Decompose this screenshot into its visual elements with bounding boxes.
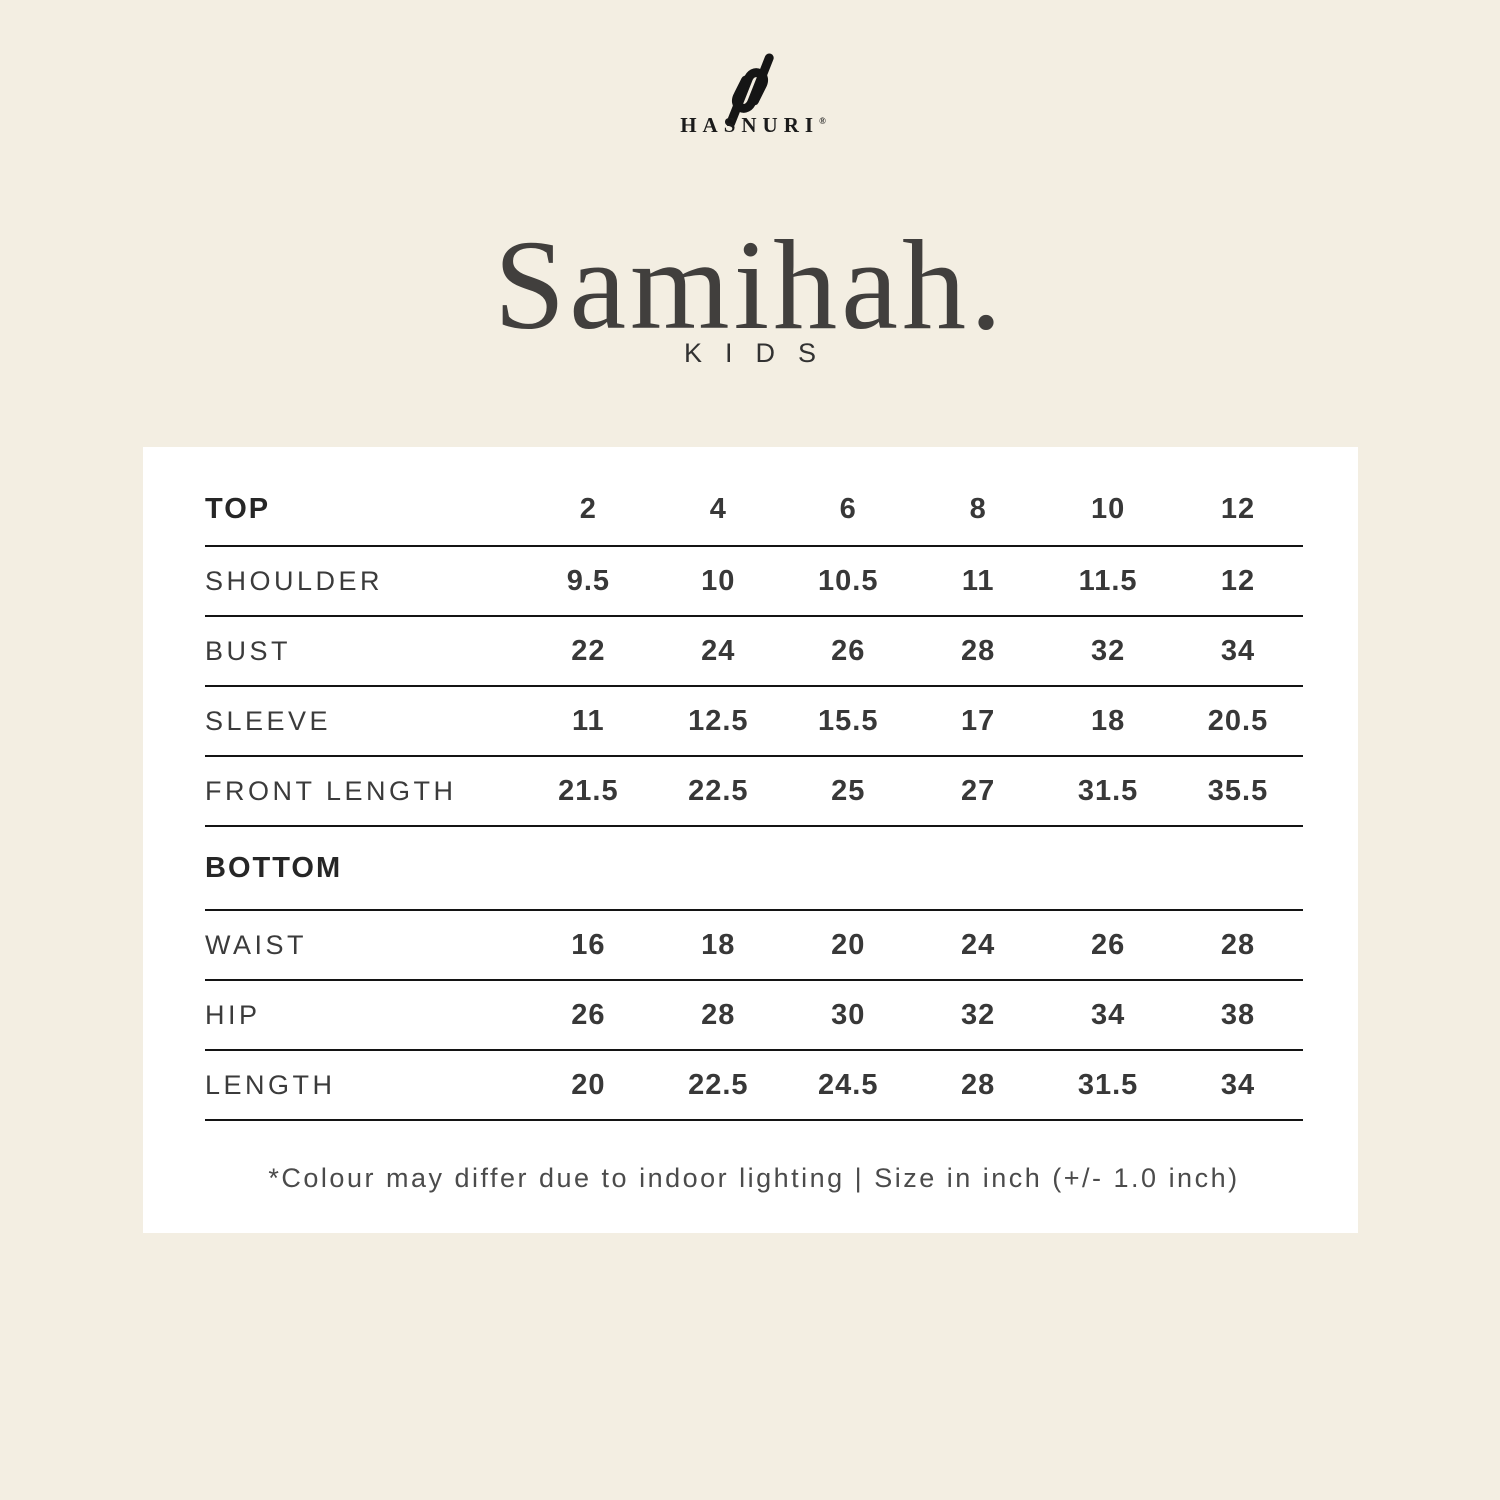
measurement-value: 28 xyxy=(961,634,996,667)
measurement-value: 35.5 xyxy=(1207,774,1269,807)
measurement-value: 20 xyxy=(831,928,866,961)
measurement-value: 18 xyxy=(701,928,736,961)
row-label: LENGTH xyxy=(205,1069,336,1100)
measurement-value: 28 xyxy=(1220,928,1256,961)
row-label: FRONT LENGTH xyxy=(205,775,457,806)
table-row-length: LENGTH 20 22.5 24.5 28 31.5 34 xyxy=(205,1051,1303,1121)
size-header: 10 xyxy=(1090,492,1126,525)
measurement-value: 34 xyxy=(1220,634,1256,667)
measurement-value: 20 xyxy=(571,1068,606,1101)
measurement-value: 22 xyxy=(571,634,606,667)
row-label: SHOULDER xyxy=(205,565,384,596)
row-label: WAIST xyxy=(205,929,307,960)
measurement-value: 9.5 xyxy=(566,564,611,597)
size-header: 6 xyxy=(839,492,857,525)
measurement-value: 31.5 xyxy=(1077,1068,1139,1101)
row-label: BUST xyxy=(205,635,292,666)
measurement-value: 17 xyxy=(961,704,996,737)
measurement-value: 26 xyxy=(571,998,606,1031)
measurement-value: 24 xyxy=(961,928,996,961)
measurement-value: 12.5 xyxy=(688,704,749,737)
section-label-bottom: BOTTOM xyxy=(205,851,343,884)
measurement-value: 15.5 xyxy=(818,704,879,737)
measurement-value: 26 xyxy=(831,634,866,667)
measurement-value: 11 xyxy=(961,564,995,597)
measurement-value: 32 xyxy=(1090,634,1126,667)
measurement-value: 10 xyxy=(701,564,736,597)
footnote-row: *Colour may differ due to indoor lightin… xyxy=(205,1121,1303,1235)
size-chart-card: TOP 2 4 6 8 10 12 SHOULDER 9.5 10 10.5 1… xyxy=(143,447,1358,1233)
measurement-value: 34 xyxy=(1220,1068,1256,1101)
measurement-value: 38 xyxy=(1220,998,1256,1031)
footnote: *Colour may differ due to indoor lightin… xyxy=(268,1162,1240,1193)
measurement-value: 21.5 xyxy=(558,774,619,807)
measurement-value: 28 xyxy=(961,1068,996,1101)
measurement-value: 27 xyxy=(961,774,996,807)
measurement-value: 30 xyxy=(831,998,866,1031)
measurement-value: 25 xyxy=(831,774,866,807)
measurement-value: 11 xyxy=(572,704,605,737)
measurement-value: 22.5 xyxy=(688,774,749,807)
measurement-value: 24 xyxy=(701,634,736,667)
table-row-sleeve: SLEEVE 11 12.5 15.5 17 18 20.5 xyxy=(205,687,1303,757)
table-row-waist: WAIST 16 18 20 24 26 28 xyxy=(205,911,1303,981)
measurement-value: 32 xyxy=(961,998,996,1031)
size-header: 8 xyxy=(969,492,987,525)
hasnuri-logo-icon xyxy=(726,53,774,126)
collection-title: Samihah. xyxy=(494,214,1006,356)
bottom-header-row: BOTTOM xyxy=(205,827,1303,911)
measurement-value: 18 xyxy=(1090,704,1126,737)
brand-name: HASNURI® xyxy=(0,113,1500,138)
collection-subtitle: KIDS xyxy=(683,338,840,368)
size-header: 2 xyxy=(579,492,597,525)
table-row-shoulder: SHOULDER 9.5 10 10.5 11 11.5 12 xyxy=(205,547,1303,617)
measurement-value: 31.5 xyxy=(1077,774,1139,807)
size-header: 4 xyxy=(709,492,727,525)
row-label: HIP xyxy=(205,999,261,1030)
brand-name-text: HASNURI xyxy=(680,113,820,137)
measurement-value: 12 xyxy=(1220,564,1256,597)
measurement-value: 22.5 xyxy=(688,1068,749,1101)
section-label-top: TOP xyxy=(205,492,271,525)
measurement-value: 34 xyxy=(1090,998,1126,1031)
measurement-value: 24.5 xyxy=(818,1068,879,1101)
measurement-value: 28 xyxy=(701,998,736,1031)
measurement-value: 16 xyxy=(571,928,606,961)
measurement-value: 20.5 xyxy=(1207,704,1269,737)
measurement-value: 11.5 xyxy=(1078,564,1138,597)
top-header-row: TOP 2 4 6 8 10 12 xyxy=(205,447,1303,547)
measurement-value: 26 xyxy=(1090,928,1126,961)
size-header: 12 xyxy=(1220,492,1256,525)
measurement-value: 10.5 xyxy=(818,564,879,597)
table-row-front-length: FRONT LENGTH 21.5 22.5 25 27 31.5 35.5 xyxy=(205,757,1303,827)
registered-mark: ® xyxy=(819,116,826,126)
table-row-bust: BUST 22 24 26 28 32 34 xyxy=(205,617,1303,687)
table-row-hip: HIP 26 28 30 32 34 38 xyxy=(205,981,1303,1051)
row-label: SLEEVE xyxy=(205,705,332,736)
